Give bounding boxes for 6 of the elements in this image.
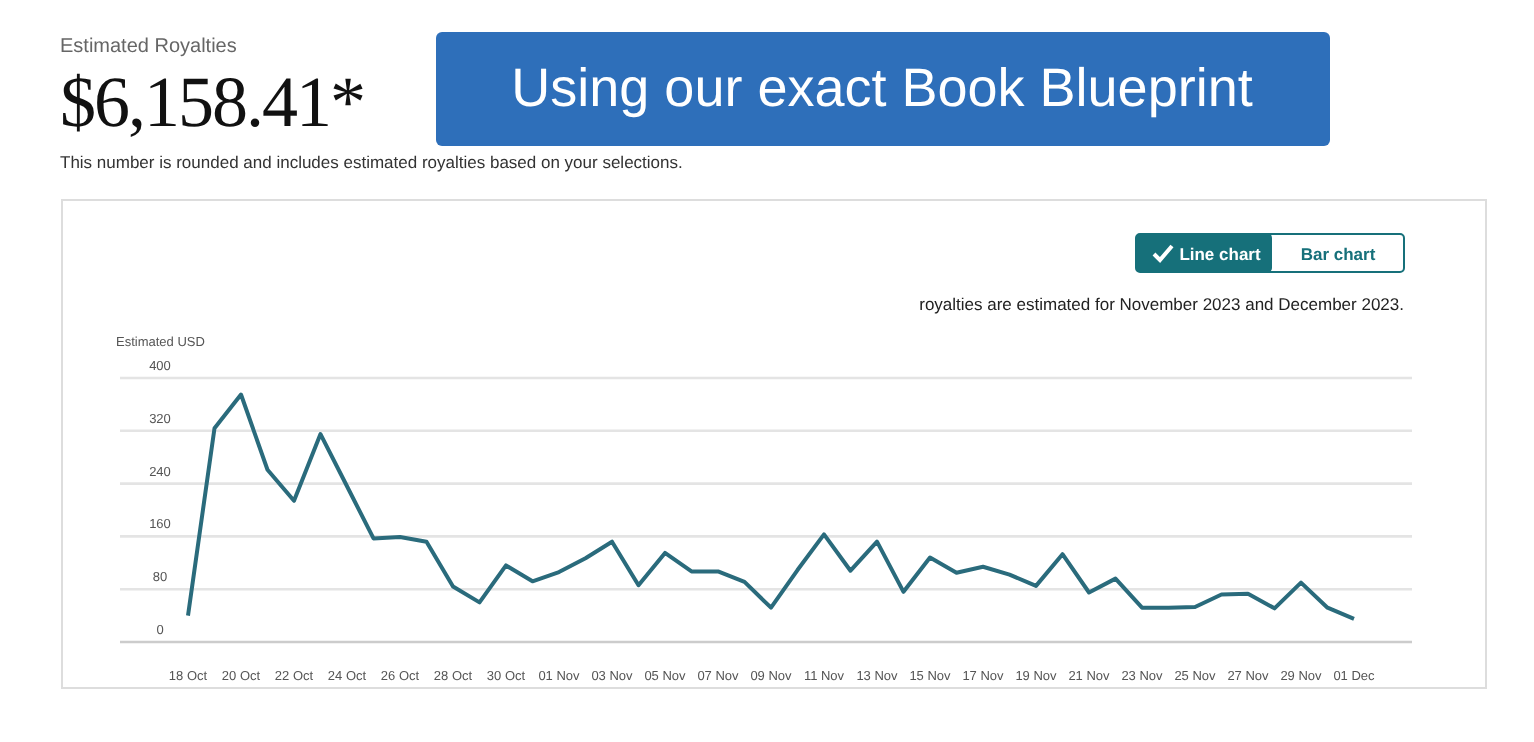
toggle-control: Line chart Bar chart [1135, 233, 1405, 273]
text: royalties are estimated for November 2023 and December 2023. [919, 294, 1404, 314]
banner: Using our exact Book Blueprint [436, 32, 1330, 146]
text: This number is rounded and includes estimated royalties based on your selections. [60, 152, 683, 172]
chart-title: $6,158.41* [60, 62, 364, 142]
text: Estimated Royalties [60, 36, 237, 58]
